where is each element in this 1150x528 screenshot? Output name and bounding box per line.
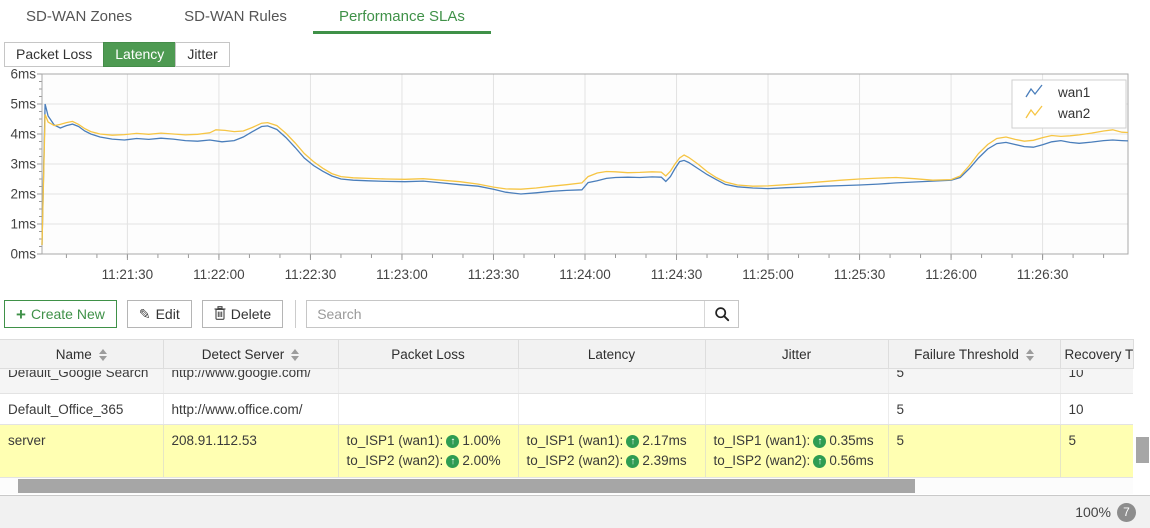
row-failure-threshold: 5 bbox=[896, 370, 905, 380]
search-box bbox=[306, 300, 740, 328]
table-row-server[interactable]: server 208.91.112.53 to_ISP1 (wan1): ↑ 1.0… bbox=[0, 424, 1133, 478]
column-header-jitter[interactable]: Jitter bbox=[704, 339, 889, 369]
sort-icon bbox=[291, 348, 300, 361]
series-wan1 bbox=[41, 103, 1129, 246]
up-arrow-icon: ↑ bbox=[813, 434, 827, 448]
plus-icon: + bbox=[16, 304, 26, 324]
row-recovery-threshold: 10 bbox=[1068, 370, 1084, 380]
up-arrow-icon: ↑ bbox=[446, 434, 460, 448]
latency-chart: 0ms 1ms 2ms 3ms 4ms 5ms 6ms 11:21:30 11:22:00 11:… bbox=[0, 66, 1150, 298]
metric-toggle-group: Packet Loss Latency Jitter bbox=[4, 42, 230, 67]
toolbar-divider bbox=[295, 300, 297, 328]
up-arrow-icon: ↑ bbox=[626, 434, 640, 448]
y-axis-label: 2ms bbox=[10, 187, 36, 202]
line-glyph-icon bbox=[1025, 105, 1043, 119]
horizontal-scrollbar-thumb[interactable] bbox=[18, 479, 915, 493]
sort-icon bbox=[98, 348, 107, 361]
x-axis-label: 11:26:30 bbox=[1017, 267, 1069, 282]
y-axis-label: 6ms bbox=[10, 67, 36, 82]
x-axis-label: 11:23:00 bbox=[376, 267, 428, 282]
tab-sdwan-rules[interactable]: SD-WAN Rules bbox=[184, 8, 287, 25]
row-failure-threshold: 5 bbox=[896, 433, 905, 448]
column-header-recovery-threshold[interactable]: Recovery Th bbox=[1059, 339, 1134, 369]
row-detect-server: http://www.google.com/ bbox=[171, 370, 312, 380]
column-header-failure-threshold[interactable]: Failure Threshold bbox=[887, 339, 1061, 369]
x-axis-label: 11:26:00 bbox=[925, 267, 977, 282]
row-recovery-threshold: 10 bbox=[1068, 401, 1084, 417]
tab-sdwan-zones[interactable]: SD-WAN Zones bbox=[26, 8, 133, 25]
up-arrow-icon: ↑ bbox=[446, 454, 460, 468]
x-axis-label: 11:21:30 bbox=[102, 267, 154, 282]
column-header-latency[interactable]: Latency bbox=[517, 339, 706, 369]
table-row-default-office-365[interactable]: Default_Office_365 http://www.office.com… bbox=[0, 393, 1133, 425]
edit-button[interactable]: ✎ Edit bbox=[126, 300, 192, 328]
row-name: Default_Google Search bbox=[8, 370, 149, 380]
notification-badge[interactable]: 7 bbox=[1117, 502, 1136, 522]
y-axis-label: 3ms bbox=[10, 157, 36, 172]
series-wan2 bbox=[41, 114, 1129, 246]
legend-item-wan2[interactable]: wan2 bbox=[1025, 105, 1090, 121]
latency-chart-canvas: 0ms 1ms 2ms 3ms 4ms 5ms 6ms 11:21:30 11:22:00 11:… bbox=[10, 67, 1129, 282]
main-tab-bar: SD-WAN Zones SD-WAN Rules Performance SL… bbox=[0, 0, 1150, 34]
x-axis-label: 11:22:00 bbox=[193, 267, 245, 282]
x-axis-label: 11:24:00 bbox=[559, 267, 611, 282]
table-toolbar: + Create New ✎ Edit Delete bbox=[4, 300, 740, 328]
search-icon bbox=[714, 307, 729, 322]
create-new-button[interactable]: + Create New bbox=[4, 300, 117, 328]
x-axis-label: 11:25:30 bbox=[834, 267, 886, 282]
x-axis-label: 11:23:30 bbox=[468, 267, 520, 282]
row-name: Default_Office_365 bbox=[8, 401, 124, 417]
y-axis-label: 1ms bbox=[10, 217, 36, 232]
tab-performance-slas[interactable]: Performance SLAs bbox=[312, 0, 491, 34]
column-header-name[interactable]: Name bbox=[0, 339, 164, 369]
pencil-icon: ✎ bbox=[138, 305, 151, 322]
table-header-row: Name Detect Server Packet Loss Latency J… bbox=[0, 339, 1134, 369]
row-failure-threshold: 5 bbox=[896, 401, 905, 417]
search-button[interactable] bbox=[704, 301, 739, 327]
up-arrow-icon: ↑ bbox=[626, 454, 640, 468]
line-glyph-icon bbox=[1025, 84, 1043, 98]
x-axis-label: 11:24:30 bbox=[651, 267, 703, 282]
up-arrow-icon: ↑ bbox=[813, 454, 827, 468]
subtab-jitter[interactable]: Jitter bbox=[175, 42, 230, 67]
table-row-default-google-search[interactable]: Default_Google Search http://www.google.… bbox=[0, 368, 1133, 394]
subtab-latency[interactable]: Latency bbox=[103, 42, 177, 67]
y-axis-label: 4ms bbox=[10, 127, 36, 142]
x-axis-label: 11:25:00 bbox=[742, 267, 794, 282]
subtab-packet-loss[interactable]: Packet Loss bbox=[4, 42, 105, 67]
trash-icon bbox=[214, 305, 226, 323]
y-axis-label: 5ms bbox=[10, 97, 36, 112]
vertical-scrollbar-thumb[interactable] bbox=[1136, 437, 1149, 463]
sort-icon bbox=[1025, 348, 1034, 361]
status-bar: 100% 7 bbox=[0, 495, 1150, 528]
column-header-detect-server[interactable]: Detect Server bbox=[162, 339, 339, 369]
column-header-packet-loss[interactable]: Packet Loss bbox=[337, 339, 519, 369]
sla-table: Name Detect Server Packet Loss Latency J… bbox=[0, 339, 1134, 478]
row-detect-server: http://www.office.com/ bbox=[171, 401, 303, 417]
svg-text:wan1: wan1 bbox=[1057, 85, 1090, 100]
zoom-level: 100% bbox=[1075, 504, 1111, 520]
horizontal-scrollbar[interactable] bbox=[0, 478, 1133, 494]
row-name: server bbox=[8, 433, 46, 448]
legend-item-wan1[interactable]: wan1 bbox=[1025, 84, 1090, 100]
x-axis-label: 11:22:30 bbox=[285, 267, 337, 282]
y-axis-label: 0ms bbox=[10, 247, 36, 262]
chart-legend: wan1 wan2 bbox=[1011, 79, 1127, 129]
search-input[interactable] bbox=[307, 301, 705, 327]
delete-button[interactable]: Delete bbox=[201, 300, 284, 328]
row-recovery-threshold: 5 bbox=[1068, 433, 1077, 448]
svg-text:wan2: wan2 bbox=[1057, 106, 1090, 121]
row-detect-server: 208.91.112.53 bbox=[171, 433, 257, 448]
